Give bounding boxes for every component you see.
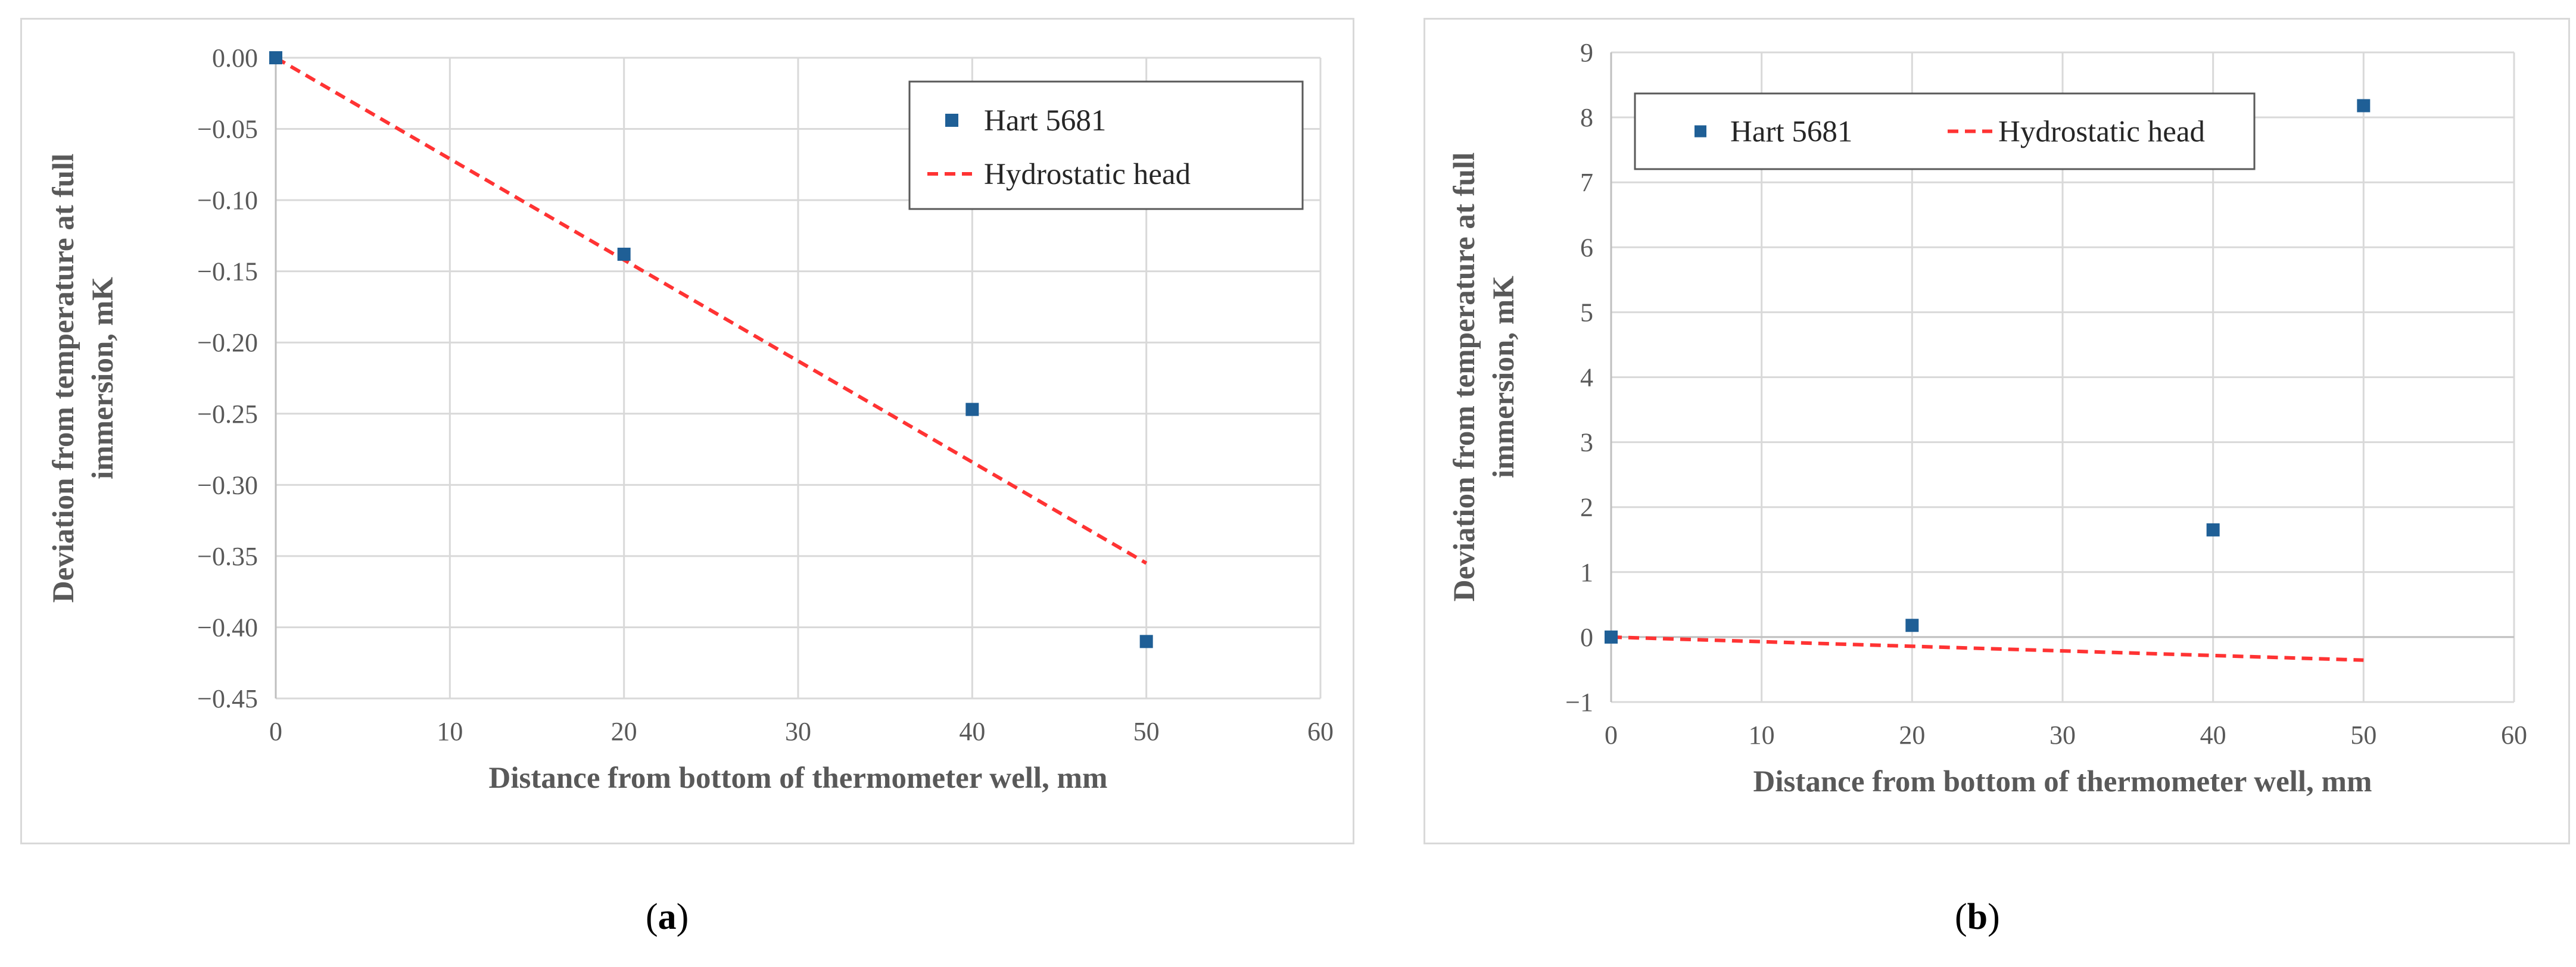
x-tick-label: 30 (2049, 720, 2076, 750)
legend-label-hart-5681: Hart 5681 (1730, 116, 1852, 149)
chart-b-svg: 0 10 20 30 40 50 60 −1 0 1 2 3 4 5 6 7 8 9 Distance from b… (1448, 38, 2527, 798)
y-tick-label: −1 (1565, 688, 1593, 717)
hydrostatic-head-line (1611, 635, 2364, 662)
chart-a-svg: 0 10 20 30 40 50 60 0.00 −0.05 −0.10 −0.15 −0.20 −0.… (47, 43, 1334, 795)
caption-a: (a) (646, 897, 689, 937)
y-tick-label: 3 (1580, 428, 1593, 457)
y-tick-label: −0.45 (197, 684, 258, 713)
y-tick-label: 9 (1580, 38, 1593, 67)
x-tick-label: 10 (1749, 720, 1775, 750)
legend-box (1634, 92, 2256, 170)
x-tick-label: 40 (2200, 720, 2226, 750)
x-tick-label: 10 (437, 717, 463, 746)
caption-b: (b) (1955, 897, 2000, 937)
y-tick-label: 0.00 (212, 43, 258, 73)
y-tick-label: 6 (1580, 233, 1593, 262)
x-tick-label: 0 (1605, 720, 1618, 750)
x-tick-label: 60 (1307, 717, 1334, 746)
legend-box (908, 80, 1304, 210)
y-tick-label: −0.10 (197, 186, 258, 215)
x-tick-label: 20 (1899, 720, 1925, 750)
y-axis-title-line: Deviation from temperature at full (47, 154, 80, 603)
x-axis-title: Distance from bottom of thermometer well… (1753, 765, 2372, 798)
y-tick-label: 2 (1580, 493, 1593, 522)
legend-label-hart-5681: Hart 5681 (984, 104, 1106, 138)
y-tick-label: 1 (1580, 558, 1593, 587)
legend-marker-hart-5681 (1695, 125, 1706, 138)
x-tick-label: 50 (2350, 720, 2376, 750)
y-tick-label: −0.20 (197, 328, 258, 357)
legend-label-hydrostatic-head: Hydrostatic head (984, 158, 1191, 191)
y-tick-label: 7 (1580, 168, 1593, 197)
y-axis-title-line: immersion, mK (86, 277, 120, 479)
data-point-hart-5681 (1605, 630, 1618, 644)
x-axis-title: Distance from bottom of thermometer well… (488, 762, 1107, 795)
y-tick-label: −0.40 (197, 613, 258, 642)
y-tick-label: 4 (1580, 363, 1593, 392)
y-tick-label: −0.15 (197, 257, 258, 286)
data-point-hart-5681 (269, 51, 282, 64)
x-tick-label: 30 (785, 717, 811, 746)
data-point-hart-5681 (617, 247, 631, 261)
data-point-hart-5681 (1139, 635, 1153, 648)
y-tick-label: −0.25 (197, 400, 258, 429)
legend-label-hydrostatic-head: Hydrostatic head (1998, 116, 2205, 149)
x-tick-label: 0 (269, 717, 282, 746)
x-tick-label: 20 (611, 717, 637, 746)
data-point-hart-5681 (965, 403, 979, 416)
y-tick-label: −0.05 (197, 115, 258, 144)
y-axis-title-line: immersion, mK (1487, 276, 1521, 478)
y-tick-label: 8 (1580, 103, 1593, 132)
y-tick-label: 5 (1580, 298, 1593, 327)
data-point-hart-5681 (1905, 619, 1919, 632)
hydrostatic-head-line (275, 56, 1148, 565)
y-tick-label: −0.35 (197, 542, 258, 571)
y-tick-label: −0.30 (197, 470, 258, 500)
chart-panel-b: 0 10 20 30 40 50 60 −1 0 1 2 3 4 5 6 7 8 9 Distance from b… (1424, 18, 2570, 844)
legend-marker-hart-5681 (945, 114, 958, 127)
y-tick-label: 0 (1580, 623, 1593, 652)
data-point-hart-5681 (2357, 99, 2371, 113)
y-axis-title-line: Deviation from temperature at full (1448, 152, 1481, 601)
x-tick-label: 40 (959, 717, 985, 746)
x-tick-label: 50 (1133, 717, 1160, 746)
chart-panel-a: 0 10 20 30 40 50 60 0.00 −0.05 −0.10 −0.15 −0.20 −0.… (20, 18, 1354, 844)
data-point-hart-5681 (2206, 523, 2220, 536)
x-tick-label: 60 (2501, 720, 2527, 750)
